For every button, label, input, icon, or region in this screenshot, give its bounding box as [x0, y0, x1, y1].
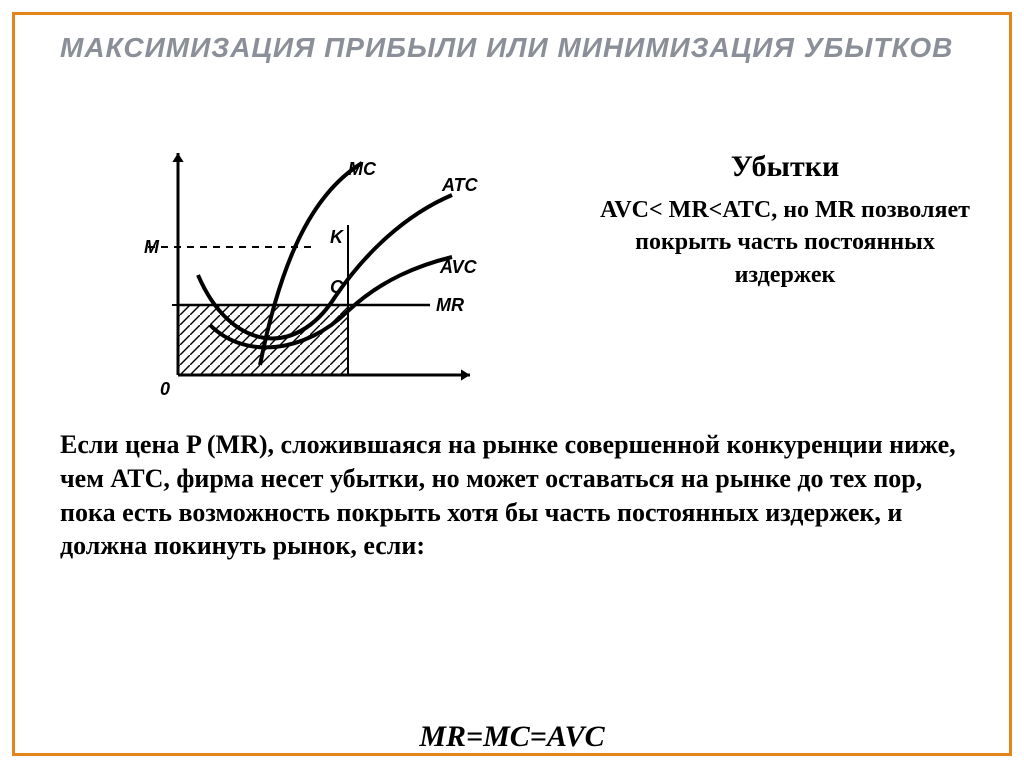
- right-column: Убытки AVC< MR<ATC, но MR позволяет покр…: [600, 150, 970, 291]
- exit-formula: MR=MC=AVC: [0, 720, 1024, 754]
- losses-heading: Убытки: [600, 150, 970, 184]
- svg-text:0: 0: [160, 379, 170, 399]
- svg-text:M: M: [144, 237, 160, 257]
- svg-text:AVC: AVC: [439, 257, 478, 277]
- slide: МАКСИМИЗАЦИЯ ПРИБЫЛИ ИЛИ МИНИМИЗАЦИЯ УБЫ…: [0, 0, 1024, 768]
- svg-text:ATC: ATC: [441, 175, 479, 195]
- losses-condition: AVC< MR<ATC, но MR позволяет покрыть час…: [600, 194, 970, 291]
- svg-text:C: C: [330, 277, 344, 297]
- body-paragraph: Если цена P (MR), сложившаяся на рынке с…: [60, 428, 974, 563]
- slide-title: МАКСИМИЗАЦИЯ ПРИБЫЛИ ИЛИ МИНИМИЗАЦИЯ УБЫ…: [60, 30, 964, 65]
- econ-chart: MR M ATC AVC MC K C 0: [130, 135, 490, 420]
- svg-text:MR: MR: [436, 295, 464, 315]
- svg-text:K: K: [330, 227, 345, 247]
- svg-text:MC: MC: [348, 159, 377, 179]
